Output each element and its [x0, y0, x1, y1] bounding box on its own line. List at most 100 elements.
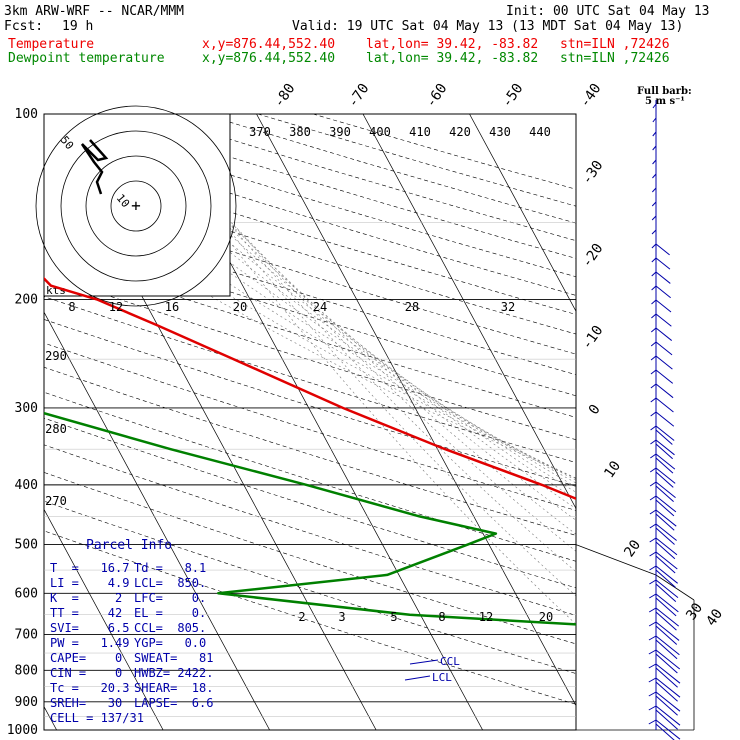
- wind-barb: [655, 537, 678, 556]
- isotherm-label: 20: [621, 537, 644, 560]
- wind-barb: [655, 719, 681, 740]
- wind-barb: [655, 443, 673, 460]
- mixing-ratio-label: 16: [165, 300, 179, 314]
- pressure-tick-label: 600: [15, 586, 38, 601]
- parcel-info-row: CIN = 0 HWBZ= 2422.: [50, 666, 213, 681]
- wind-barb: [652, 159, 657, 165]
- wind-barb: [655, 523, 677, 541]
- wind-barb: [655, 667, 678, 688]
- wind-barb: [649, 495, 657, 501]
- wind-barb: [655, 663, 681, 684]
- moist-adiabat-line: [87, 222, 576, 479]
- wind-barb: [655, 499, 675, 517]
- wind-barb: [655, 649, 681, 670]
- wind-barb: [655, 653, 678, 674]
- dewpoint-legend-latlon: lat,lon= 39.42, -83.82: [366, 51, 539, 66]
- theta-label: 400: [369, 125, 391, 139]
- parcel-info-right: LCL= 850.: [134, 576, 207, 590]
- wind-barb: [655, 723, 675, 740]
- theta-label: 430: [489, 125, 511, 139]
- parcel-info-right: Td = 8.1: [134, 561, 207, 575]
- pressure-tick-label: 500: [15, 538, 38, 553]
- temperature-legend-xy: x,y=876.44,552.40: [202, 37, 336, 52]
- wind-barb: [655, 677, 681, 698]
- theta-label: 370: [249, 125, 271, 139]
- wind-barb: [655, 285, 671, 299]
- parcel-info-row: K = 2 LFC= 0.: [50, 591, 206, 606]
- wind-barb: [648, 677, 657, 683]
- wind-barb: [655, 611, 677, 631]
- theta-label: 380: [289, 125, 311, 139]
- wind-barb: [655, 397, 674, 413]
- wind-barb: [651, 299, 657, 305]
- wind-barb: [655, 355, 673, 370]
- mixing-ratio-label: 8: [68, 300, 75, 314]
- mixing-ratio-label: 28: [405, 300, 419, 314]
- pressure-tick-label: 700: [15, 628, 38, 643]
- wind-barb: [650, 397, 657, 403]
- pressure-tick-label: 200: [15, 292, 38, 307]
- wind-barb: [655, 625, 678, 645]
- parcel-info-left: K = 2: [50, 591, 123, 605]
- theta-label: 410: [409, 125, 431, 139]
- wind-barb: [650, 425, 657, 431]
- mixing-ratio-low-label: 12: [479, 610, 493, 624]
- wind-barb: [655, 691, 681, 712]
- isotherm-line: [44, 311, 270, 730]
- wind-barb: [648, 691, 657, 697]
- pressure-tick-label: 1000: [7, 723, 38, 738]
- wind-barb: [655, 607, 680, 627]
- mixing-ratio-lines: [87, 222, 576, 625]
- hodograph-frame: [43, 113, 231, 297]
- moist-adiabat-line: [223, 222, 576, 510]
- wind-barb: [655, 541, 676, 560]
- wind-barb: [648, 635, 657, 641]
- moist-adiabat-line: [228, 222, 576, 521]
- wind-barb: [655, 635, 680, 656]
- wind-barb: [655, 681, 678, 702]
- wind-barb: [655, 467, 676, 484]
- parcel-info-box: Parcel Info T = 16.7 Td = 8.1 LI = 4.9 LCL=…: [44, 538, 230, 730]
- mixing-ratio-low-label: 5: [390, 610, 397, 624]
- wind-barb: [650, 341, 657, 347]
- wind-barb: [648, 607, 657, 613]
- wind-barb: [655, 257, 671, 270]
- hodograph-ring: [85, 155, 187, 257]
- isotherm-label: -20: [579, 241, 607, 271]
- wind-barb: [655, 313, 672, 327]
- wind-barb: [652, 117, 657, 123]
- parcel-info-row: SVI= 6.5 CCL= 805.: [50, 621, 206, 636]
- isotherm-line: [256, 114, 576, 707]
- wind-barb: [650, 369, 657, 375]
- parcel-info-left: CAPE= 0: [50, 651, 123, 665]
- wind-barb: [655, 621, 680, 641]
- wind-barb: [655, 565, 678, 584]
- ccl-label: CCL: [440, 655, 460, 668]
- valid-time: Valid: 19 UTC Sat 04 May 13 (13 MDT Sat …: [292, 19, 684, 34]
- wind-barb: [655, 705, 681, 726]
- wind-barb: [655, 495, 677, 513]
- parcel-info-title: Parcel Info: [86, 538, 173, 553]
- isotherm-label: -50: [499, 81, 527, 111]
- isotherm-label: -60: [423, 81, 451, 111]
- parcel-info-right: YGP= 0.0: [134, 636, 207, 650]
- parcel-info-right: SHEAR= 18.: [134, 681, 214, 695]
- moist-adiabat-line: [222, 222, 576, 597]
- wind-barb: [652, 145, 657, 151]
- wind-barb: [649, 551, 657, 557]
- parcel-info-row: CELL = 137/31: [50, 711, 144, 726]
- dewpoint-legend-stn: stn=ILN ,72426: [560, 51, 670, 66]
- lcl-label: LCL: [432, 671, 452, 684]
- parcel-info-right: EL = 0.: [134, 606, 207, 620]
- pressure-tick-label: 800: [15, 663, 38, 678]
- parcel-info-right: LAPSE= 6.6: [134, 696, 214, 710]
- init-time: Init: 00 UTC Sat 04 May 13: [506, 4, 710, 19]
- dry-adiabat-line: [257, 114, 576, 207]
- parcel-info-row: LI = 4.9 LCL= 850.: [50, 576, 206, 591]
- wind-barb: [649, 481, 657, 487]
- wind-barb: [648, 719, 657, 725]
- wind-barb: [655, 569, 676, 588]
- parcel-info-left: SREH= 30: [50, 696, 123, 710]
- moist-adiabat-line: [231, 222, 576, 535]
